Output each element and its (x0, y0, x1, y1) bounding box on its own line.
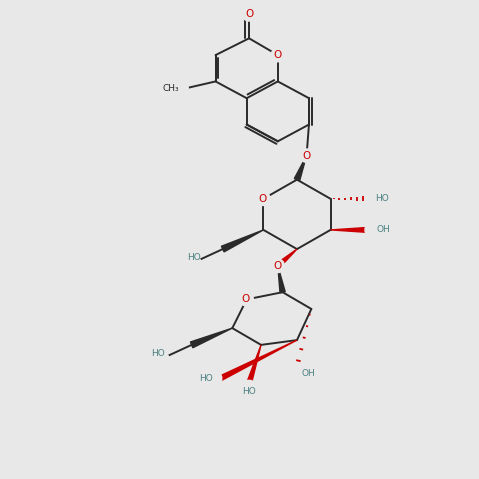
Polygon shape (191, 328, 232, 348)
Circle shape (365, 221, 382, 239)
Text: O: O (241, 295, 250, 304)
Text: O: O (258, 194, 266, 204)
Circle shape (300, 149, 313, 162)
Text: HO: HO (187, 253, 201, 262)
Circle shape (242, 8, 256, 21)
Circle shape (240, 380, 258, 398)
Text: HO: HO (375, 194, 389, 203)
Polygon shape (221, 230, 263, 252)
Text: HO: HO (151, 349, 165, 358)
Text: CH₃: CH₃ (162, 84, 179, 93)
Circle shape (171, 80, 188, 97)
Polygon shape (294, 156, 307, 181)
Circle shape (240, 293, 253, 306)
Circle shape (365, 190, 382, 207)
Text: O: O (245, 10, 253, 19)
Polygon shape (247, 345, 261, 384)
Text: HO: HO (199, 374, 213, 383)
Circle shape (205, 370, 222, 387)
Polygon shape (219, 340, 297, 380)
Text: OH: OH (302, 369, 316, 378)
Circle shape (257, 192, 270, 205)
Circle shape (271, 259, 285, 273)
Text: O: O (274, 261, 282, 271)
Text: HO: HO (242, 388, 256, 396)
Text: O: O (302, 151, 311, 160)
Polygon shape (331, 228, 366, 232)
Text: O: O (274, 50, 282, 60)
Text: OH: OH (376, 226, 390, 234)
Circle shape (271, 48, 285, 62)
Circle shape (187, 256, 201, 271)
Circle shape (155, 352, 169, 366)
Polygon shape (276, 249, 297, 268)
Circle shape (291, 363, 308, 380)
Polygon shape (278, 266, 285, 293)
